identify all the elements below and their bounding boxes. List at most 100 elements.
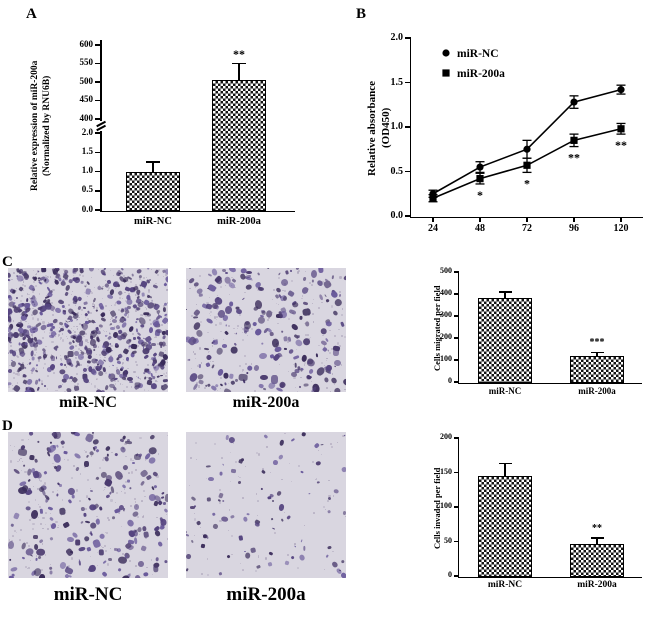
cell-blob	[83, 302, 88, 306]
cell-blob	[19, 350, 27, 358]
speckle	[119, 297, 121, 299]
speckle	[41, 543, 44, 545]
cell-blob	[107, 373, 111, 377]
micrograph-invasion-mir-200a	[186, 432, 346, 578]
y-tick	[95, 190, 100, 192]
cell-blob	[246, 365, 254, 372]
cell-blob	[16, 296, 19, 299]
speckle	[312, 298, 315, 301]
cell-blob	[277, 453, 285, 461]
y-tick-label: 100	[440, 354, 452, 363]
y-tick-label: 0.5	[81, 184, 93, 195]
speckle	[135, 565, 137, 567]
cell-blob	[73, 451, 82, 460]
marker-circle	[617, 86, 625, 94]
speckle	[68, 304, 71, 306]
speckle	[83, 449, 86, 452]
cell-blob	[186, 553, 192, 560]
speckle	[61, 499, 64, 501]
cell-blob	[107, 335, 113, 341]
speckle	[338, 328, 340, 330]
speckle	[138, 378, 140, 379]
cell-blob	[330, 377, 339, 385]
speckle	[84, 316, 87, 318]
speckle	[245, 465, 247, 467]
cell-blob	[328, 371, 332, 375]
speckle	[59, 338, 61, 340]
cell-blob	[341, 465, 346, 472]
cell-blob	[226, 554, 231, 559]
cell-blob	[198, 294, 203, 298]
cell-blob	[95, 309, 98, 313]
cell-blob	[188, 268, 192, 270]
cell-blob	[284, 560, 290, 566]
cell-blob	[189, 506, 196, 509]
speckle	[27, 567, 30, 570]
speckle	[100, 339, 101, 341]
speckle	[114, 383, 117, 385]
cell-blob	[302, 300, 309, 306]
speckle	[305, 334, 307, 336]
cell-blob	[300, 285, 310, 295]
speckle	[329, 329, 331, 332]
speckle	[25, 320, 28, 323]
marker-square	[617, 125, 625, 133]
speckle	[233, 327, 235, 330]
cell-blob	[64, 547, 74, 557]
speckle	[19, 528, 23, 532]
speckle	[158, 453, 160, 455]
speckle	[235, 460, 238, 463]
speckle	[28, 519, 31, 522]
bar	[478, 298, 532, 383]
cell-blob	[163, 508, 168, 514]
speckle	[281, 479, 283, 481]
speckle	[164, 363, 166, 366]
cell-blob	[288, 348, 295, 356]
speckle	[219, 322, 222, 325]
speckle	[295, 349, 297, 351]
cell-blob	[241, 297, 245, 301]
cell-blob	[121, 434, 126, 440]
speckle	[301, 297, 303, 300]
y-tick	[454, 540, 459, 543]
speckle	[95, 519, 98, 522]
speckle	[128, 293, 131, 296]
cell-blob	[221, 344, 228, 348]
cell-blob	[108, 557, 113, 562]
cell-blob	[148, 295, 153, 299]
cell-blob	[28, 432, 35, 437]
cell-blob	[238, 535, 244, 541]
y-tick	[454, 506, 459, 508]
speckle	[46, 388, 49, 390]
cell-blob	[134, 503, 140, 511]
speckle	[43, 482, 46, 485]
speckle	[166, 538, 168, 540]
speckle	[290, 481, 292, 483]
speckle	[336, 342, 340, 345]
speckle	[140, 313, 143, 317]
y-tick-label: 550	[79, 57, 94, 67]
speckle	[231, 276, 233, 279]
speckle	[142, 315, 144, 317]
speckle	[195, 286, 197, 288]
cell-blob	[238, 373, 249, 381]
significance-label: **	[568, 151, 580, 165]
speckle	[79, 473, 81, 475]
speckle	[33, 353, 36, 356]
speckle	[15, 288, 17, 290]
speckle	[198, 347, 201, 350]
cell-blob	[8, 272, 12, 279]
cell-blob	[207, 273, 212, 277]
cell-blob	[295, 268, 300, 270]
cell-blob	[61, 378, 68, 384]
cell-blob	[163, 283, 167, 287]
cell-blob	[137, 452, 143, 458]
cell-blob	[293, 355, 300, 361]
x-tick	[620, 217, 622, 222]
speckle	[22, 361, 25, 364]
error-cap	[498, 462, 512, 465]
panel-c-plot: 0 100 200 300 400 500 miR-NC *** miR-200a	[440, 266, 642, 396]
speckle	[146, 363, 149, 367]
speckle	[90, 456, 92, 458]
speckle	[277, 304, 279, 306]
